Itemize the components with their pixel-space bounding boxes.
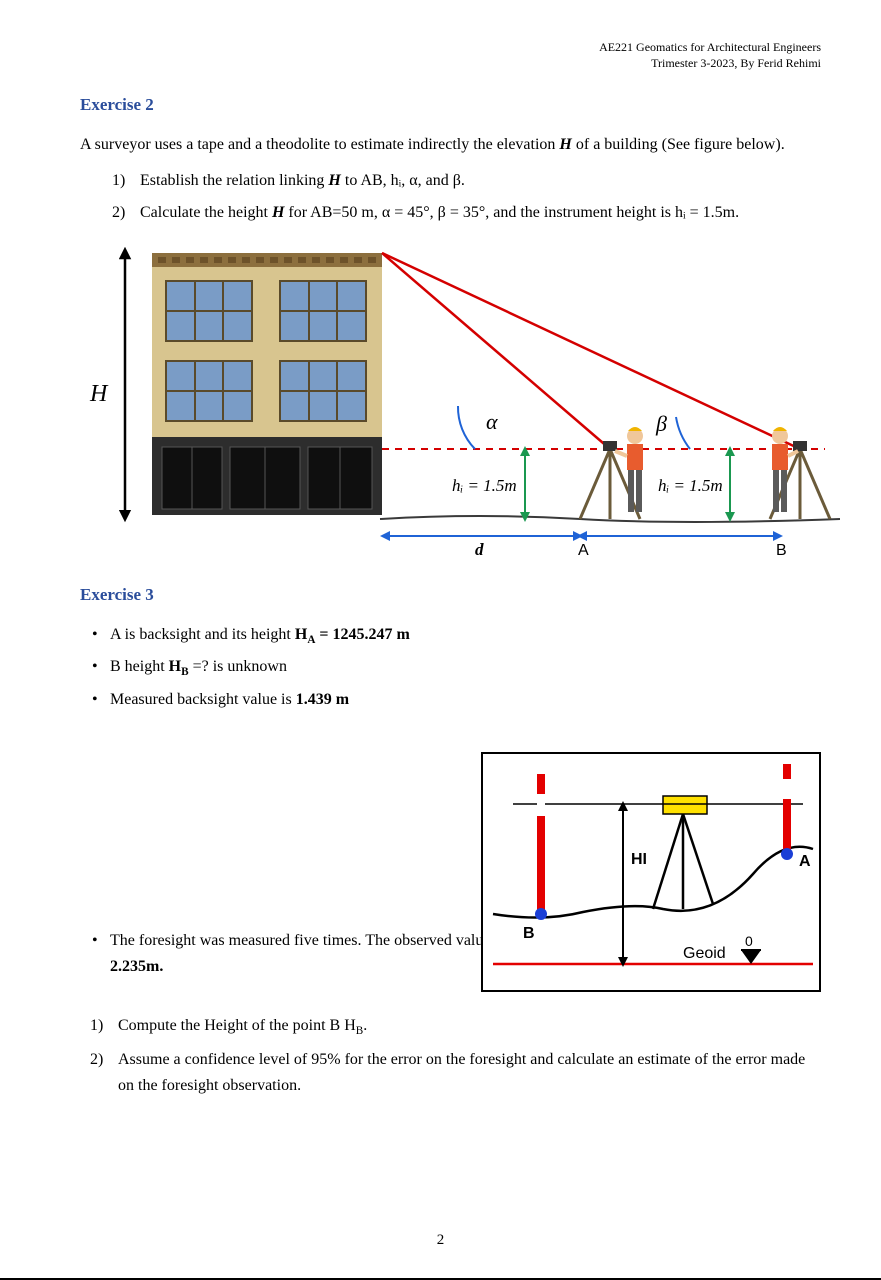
label-d: d: [475, 540, 484, 559]
label-hi: HI: [631, 851, 647, 868]
ex2-intro: A surveyor uses a tape and a theodolite …: [80, 132, 821, 158]
ex3-b1: A is backsight and its height HA = 1245.…: [110, 622, 500, 650]
ex2-q1: 1) Establish the relation linking H to A…: [140, 168, 821, 194]
page-number: 2: [437, 1228, 445, 1252]
label-hi-a: hᵢ = 1.5m: [452, 476, 517, 495]
ex2-figure-svg: H: [80, 241, 840, 561]
label-B: B: [776, 542, 787, 559]
building-icon: [152, 253, 382, 515]
rod-b-icon: [535, 774, 547, 920]
label-zero: 0: [745, 933, 753, 949]
ex2-questions: 1) Establish the relation linking H to A…: [80, 168, 821, 225]
ex3-b2: B height HB =? is unknown: [110, 654, 500, 682]
ex3-title: Exercise 3: [80, 581, 821, 608]
ex2-title: Exercise 2: [80, 91, 821, 118]
ex3-figure: Geoid 0 HI B A: [481, 752, 821, 992]
ex3-b3: Measured backsight value is 1.439 m: [110, 687, 500, 713]
doc-header: AE221 Geomatics for Architectural Engine…: [80, 40, 821, 71]
ex2-q2: 2) Calculate the height H for AB=50 m, α…: [140, 200, 821, 226]
label-hi-b: hᵢ = 1.5m: [658, 476, 723, 495]
ex3-bullets: A is backsight and its height HA = 1245.…: [80, 622, 500, 712]
surveyor-a-icon: [580, 427, 643, 519]
ex3-figure-svg: Geoid 0 HI B A: [483, 754, 823, 994]
ex3-q2: 2) Assume a confidence level of 95% for …: [118, 1047, 821, 1098]
label-geoid: Geoid: [683, 945, 726, 962]
header-line2: Trimester 3-2023, By Ferid Rehimi: [80, 56, 821, 72]
label-A3: A: [799, 853, 811, 870]
ex3-questions: 1) Compute the Height of the point B HB.…: [80, 1013, 821, 1098]
label-alpha: α: [486, 409, 498, 434]
header-line1: AE221 Geomatics for Architectural Engine…: [80, 40, 821, 56]
rod-a-icon: [781, 764, 793, 860]
ex2-figure: H: [80, 241, 840, 561]
label-A: A: [578, 542, 589, 559]
label-beta: β: [655, 411, 667, 436]
ex3-q1: 1) Compute the Height of the point B HB.: [118, 1013, 821, 1041]
surveyor-b-icon: [770, 427, 830, 519]
label-B3: B: [523, 925, 535, 942]
label-H: H: [89, 381, 109, 407]
